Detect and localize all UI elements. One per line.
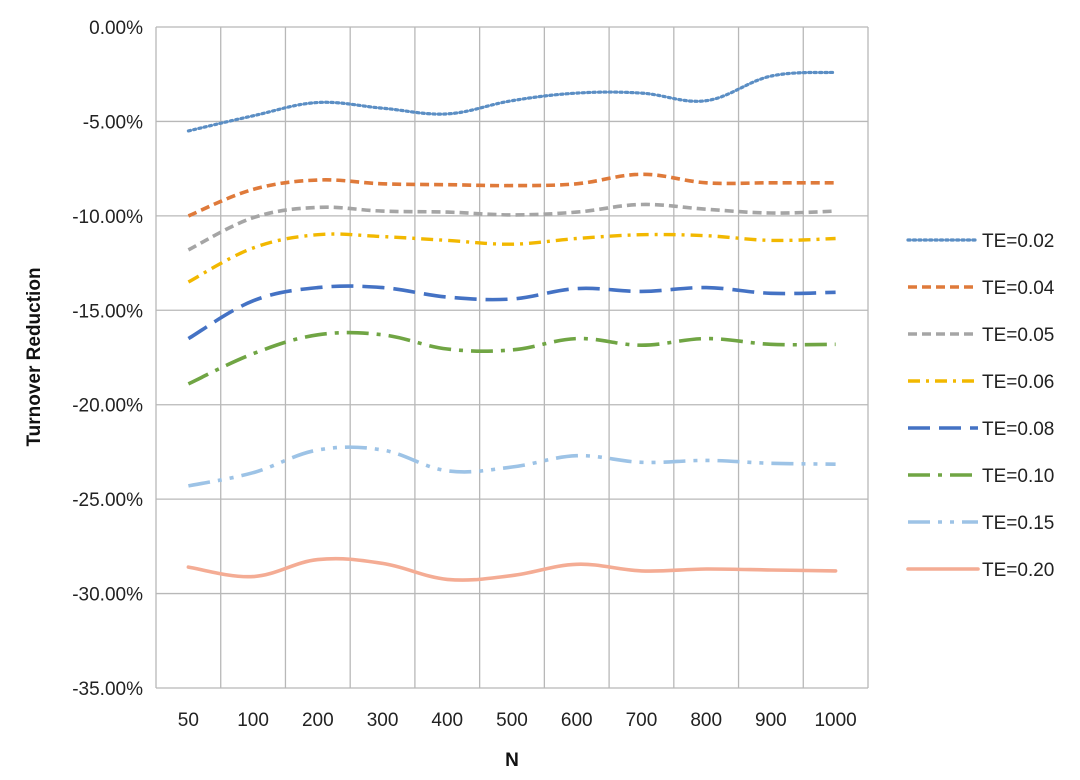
legend-label: TE=0.04 bbox=[982, 278, 1055, 299]
series-line-te-0-10 bbox=[187, 330, 836, 386]
legend: TE=0.02 TE=0.04 TE=0.05 TE=0.06 TE=0.08 TE=0.… bbox=[906, 231, 1055, 581]
x-tick-label: 100 bbox=[237, 710, 269, 731]
series-line-te-0-05 bbox=[187, 202, 836, 252]
legend-label: TE=0.10 bbox=[982, 466, 1054, 487]
x-tick-label: 300 bbox=[367, 710, 399, 731]
series-lines bbox=[186, 70, 838, 582]
plot-area bbox=[156, 27, 868, 688]
legend-label: TE=0.08 bbox=[982, 419, 1054, 440]
y-tick-label: 0.00% bbox=[89, 18, 143, 39]
x-axis-tick-labels: 50 100 200 300 400 500 600 700 800 900 1000 bbox=[178, 710, 857, 731]
y-tick-label: -20.00% bbox=[72, 396, 143, 417]
legend-item-te-0-15: TE=0.15 bbox=[908, 513, 1054, 534]
y-axis-title: Turnover Reduction bbox=[24, 267, 45, 446]
x-tick-label: 50 bbox=[178, 710, 199, 731]
x-tick-label: 200 bbox=[302, 710, 334, 731]
x-tick-label: 900 bbox=[755, 710, 787, 731]
legend-item-te-0-10: TE=0.10 bbox=[908, 466, 1054, 487]
legend-item-te-0-08: TE=0.08 bbox=[908, 419, 1054, 440]
x-tick-label: 800 bbox=[690, 710, 722, 731]
x-tick-label: 1000 bbox=[814, 710, 856, 731]
series-line-te-0-15 bbox=[188, 445, 836, 488]
legend-label: TE=0.06 bbox=[982, 372, 1054, 393]
series-line-te-0-04 bbox=[187, 172, 836, 218]
legend-item-te-0-05: TE=0.05 bbox=[908, 325, 1054, 346]
y-tick-label: -15.00% bbox=[72, 301, 143, 322]
legend-label: TE=0.20 bbox=[982, 560, 1054, 581]
legend-label: TE=0.15 bbox=[982, 513, 1054, 534]
x-tick-label: 500 bbox=[496, 710, 528, 731]
y-tick-label: -5.00% bbox=[83, 112, 143, 133]
series-line-te-0-20 bbox=[186, 556, 838, 582]
series-line-te-0-02 bbox=[186, 70, 838, 133]
y-tick-label: -25.00% bbox=[72, 490, 143, 511]
x-tick-label: 700 bbox=[626, 710, 658, 731]
legend-item-te-0-02: TE=0.02 bbox=[906, 231, 1054, 252]
x-tick-label: 400 bbox=[431, 710, 463, 731]
x-axis-title: N bbox=[505, 750, 519, 771]
legend-label: TE=0.02 bbox=[982, 231, 1054, 252]
y-tick-label: -10.00% bbox=[72, 207, 143, 228]
legend-item-te-0-04: TE=0.04 bbox=[908, 278, 1055, 299]
series-line-te-0-06 bbox=[187, 232, 836, 284]
y-tick-label: -30.00% bbox=[72, 585, 143, 606]
y-tick-label: -35.00% bbox=[72, 679, 143, 700]
legend-label: TE=0.05 bbox=[982, 325, 1054, 346]
y-axis-tick-labels: 0.00% -5.00% -10.00% -15.00% -20.00% -25.00% -… bbox=[72, 18, 143, 700]
x-tick-label: 600 bbox=[561, 710, 593, 731]
legend-item-te-0-20: TE=0.20 bbox=[906, 560, 1054, 581]
legend-item-te-0-06: TE=0.06 bbox=[908, 372, 1054, 393]
